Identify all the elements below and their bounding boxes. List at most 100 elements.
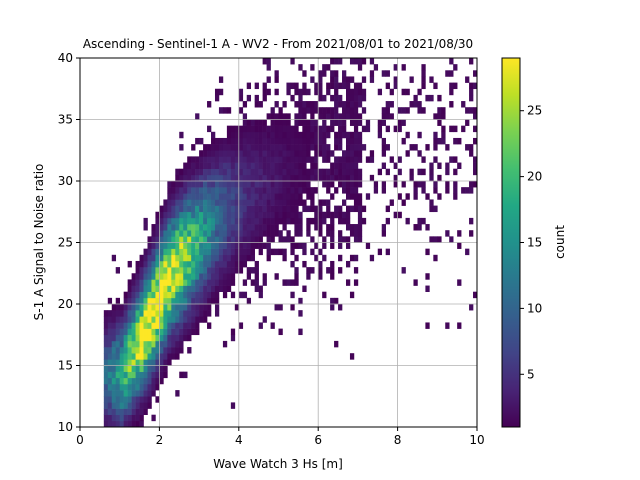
- heatmap-cell: [365, 242, 371, 249]
- heatmap-cell: [179, 181, 184, 188]
- heatmap-cell: [159, 304, 164, 311]
- heatmap-cell: [381, 70, 386, 77]
- heatmap-cell: [449, 88, 454, 96]
- heatmap-cell: [127, 365, 132, 372]
- heatmap-cell: [179, 211, 184, 219]
- heatmap-cell: [230, 144, 236, 151]
- heatmap-cell: [250, 254, 255, 262]
- heatmap-cell: [234, 150, 240, 157]
- heatmap-cell: [298, 199, 303, 206]
- heatmap-cell: [111, 322, 117, 329]
- heatmap-cell: [469, 107, 474, 114]
- heatmap-cell: [338, 181, 343, 188]
- heatmap-cell: [274, 137, 279, 145]
- heatmap-cell: [234, 125, 240, 133]
- heatmap-cell: [159, 365, 164, 372]
- heatmap-cell: [135, 365, 140, 372]
- heatmap-cell: [175, 334, 180, 342]
- heatmap-cell: [286, 187, 291, 194]
- heatmap-cell: [286, 131, 291, 139]
- heatmap-cell: [290, 131, 295, 139]
- heatmap-cell: [349, 119, 355, 126]
- heatmap-cell: [163, 199, 168, 206]
- heatmap-cell: [290, 94, 295, 102]
- heatmap-cell: [143, 279, 148, 286]
- heatmap-cell: [361, 94, 367, 102]
- heatmap-cell: [338, 162, 343, 169]
- heatmap-cell: [334, 205, 339, 213]
- y-tick-label: 15: [58, 359, 73, 373]
- heatmap-cell: [103, 334, 109, 342]
- heatmap-cell: [326, 168, 331, 176]
- heatmap-cell: [310, 131, 315, 139]
- heatmap-cell: [167, 297, 172, 305]
- heatmap-cell: [119, 316, 124, 323]
- heatmap-cell: [230, 205, 236, 213]
- heatmap-cell: [167, 359, 172, 366]
- heatmap-cell: [183, 254, 188, 262]
- heatmap-cell: [191, 285, 196, 292]
- heatmap-cell: [306, 88, 311, 96]
- heatmap-cell: [230, 211, 236, 219]
- heatmap-cell: [310, 125, 315, 133]
- heatmap-cell: [258, 101, 263, 108]
- heatmap-cell: [179, 199, 184, 206]
- heatmap-cell: [294, 193, 299, 200]
- heatmap-cell: [238, 322, 244, 329]
- heatmap-cell: [218, 88, 224, 96]
- heatmap-cell: [262, 131, 267, 139]
- heatmap-cell: [294, 162, 299, 169]
- heatmap-cell: [230, 328, 236, 336]
- heatmap-cell: [242, 224, 248, 231]
- heatmap-cell: [345, 224, 351, 231]
- heatmap-cell: [139, 254, 144, 262]
- heatmap-cell: [214, 193, 220, 200]
- heatmap-cell: [115, 322, 120, 329]
- heatmap-cell: [230, 217, 236, 225]
- heatmap-cell: [195, 248, 200, 256]
- heatmap-cell: [203, 205, 208, 213]
- heatmap-cell: [250, 181, 255, 188]
- heatmap-cell: [151, 230, 156, 237]
- heatmap-cell: [318, 150, 323, 157]
- heatmap-cell: [246, 174, 252, 182]
- heatmap-cell: [242, 137, 248, 145]
- heatmap-cell: [409, 168, 414, 176]
- heatmap-cell: [314, 162, 319, 169]
- heatmap-cell: [302, 88, 307, 96]
- heatmap-cell: [306, 156, 311, 163]
- heatmap-cell: [167, 187, 172, 194]
- heatmap-cell: [175, 390, 180, 397]
- heatmap-cell: [203, 267, 208, 274]
- heatmap-cell: [107, 383, 113, 391]
- heatmap-cell: [179, 371, 184, 379]
- heatmap-cell: [214, 187, 220, 194]
- heatmap-cell: [103, 377, 109, 385]
- heatmap-cell: [361, 125, 367, 133]
- heatmap-cell: [151, 371, 156, 379]
- heatmap-cell: [306, 101, 311, 108]
- heatmap-cell: [270, 119, 275, 126]
- heatmap-cell: [242, 279, 248, 286]
- heatmap-cell: [318, 94, 323, 102]
- heatmap-cell: [203, 316, 208, 323]
- heatmap-cell: [139, 316, 144, 323]
- heatmap-cell: [123, 340, 128, 348]
- heatmap-cell: [294, 199, 299, 206]
- heatmap-cell: [469, 217, 474, 225]
- heatmap-cell: [298, 113, 303, 120]
- heatmap-cell: [195, 205, 200, 213]
- heatmap-cell: [326, 144, 331, 151]
- heatmap-cell: [357, 94, 363, 102]
- heatmap-cell: [155, 377, 160, 385]
- heatmap-cell: [270, 113, 275, 120]
- heatmap-cell: [326, 82, 331, 90]
- heatmap-cell: [278, 174, 283, 182]
- heatmap-cell: [453, 193, 458, 200]
- heatmap-cell: [191, 193, 196, 200]
- heatmap-cell: [282, 125, 287, 133]
- heatmap-cell: [349, 76, 355, 83]
- heatmap-cell: [365, 193, 371, 200]
- heatmap-cell: [266, 58, 271, 65]
- heatmap-cell: [338, 156, 343, 163]
